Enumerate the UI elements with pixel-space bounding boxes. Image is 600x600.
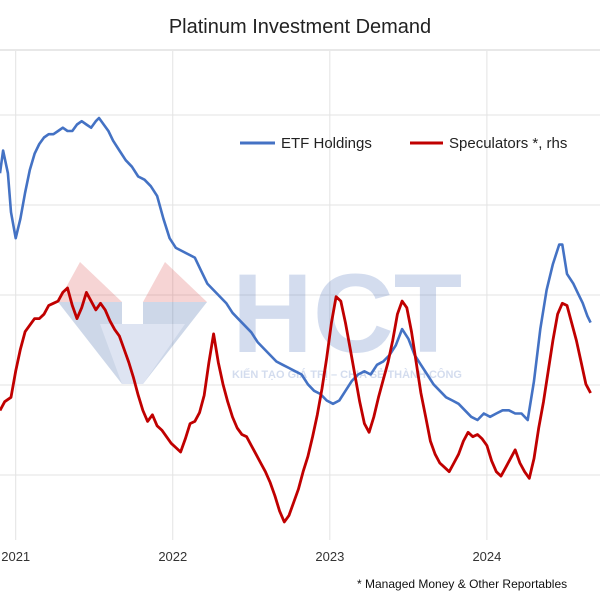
- x-tick-label: 2023: [315, 549, 344, 564]
- legend-label-speculators: Speculators *, rhs: [449, 135, 567, 152]
- series-layer: [0, 116, 592, 524]
- series-line-speculators: [0, 286, 592, 524]
- x-axis-ticks: 2021 2022 2023 2024: [1, 549, 501, 564]
- x-tick-label: 2022: [158, 549, 187, 564]
- legend-label-etf: ETF Holdings: [281, 135, 372, 152]
- watermark-tagline: KIẾN TẠO GIÁ TRỊ – CHIA SẺ THÀNH CÔNG: [232, 368, 462, 381]
- watermark-logo-text: HCT: [232, 251, 462, 376]
- series-line-etf-holdings: [0, 116, 592, 422]
- legend: ETF Holdings Speculators *, rhs: [240, 135, 567, 152]
- chart-title: Platinum Investment Demand: [169, 16, 431, 38]
- x-tick-label: 2021: [1, 549, 30, 564]
- footnote: * Managed Money & Other Reportables: [357, 577, 567, 591]
- x-tick-label: 2024: [472, 549, 501, 564]
